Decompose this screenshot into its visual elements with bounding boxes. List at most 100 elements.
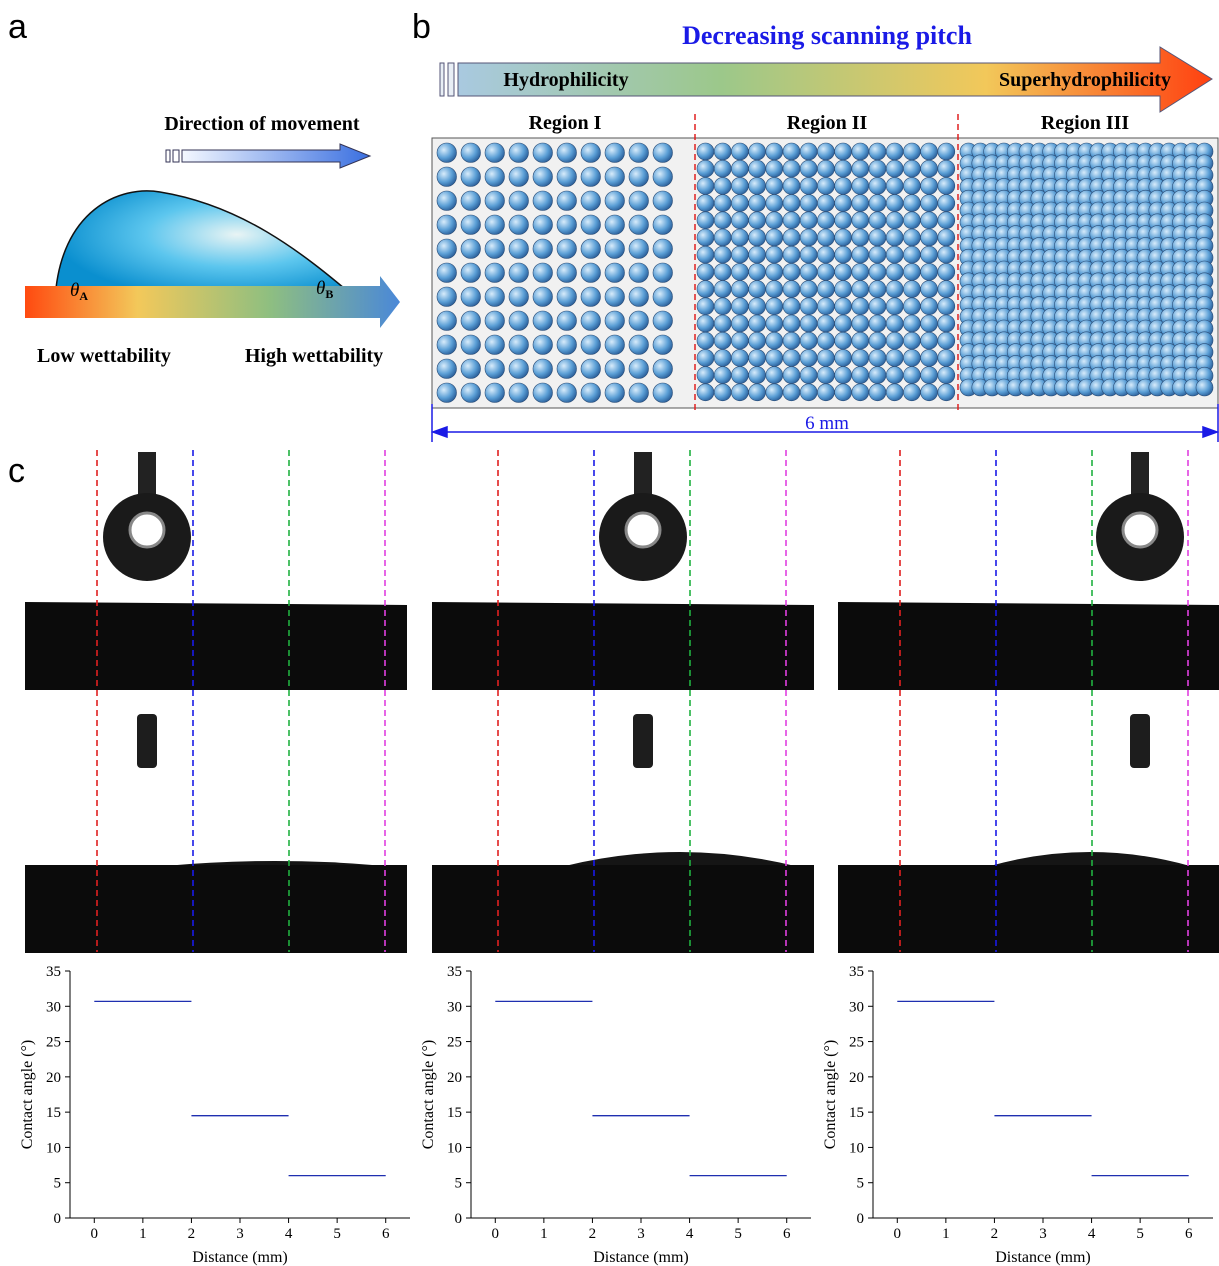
drop-highlight: [130, 513, 164, 547]
sphere: [852, 229, 869, 246]
droplet: [55, 191, 358, 300]
sphere: [800, 384, 817, 401]
sphere: [817, 246, 834, 263]
sphere: [869, 263, 886, 280]
photos: [25, 450, 1219, 953]
sphere: [714, 332, 731, 349]
sphere: [653, 143, 673, 163]
sphere: [437, 359, 457, 379]
substrate-top: [838, 602, 1219, 690]
sphere: [886, 315, 903, 332]
sphere: [783, 212, 800, 229]
sphere: [938, 212, 955, 229]
sphere: [697, 143, 714, 160]
x-tick-label: 6: [1185, 1226, 1193, 1242]
sphere: [783, 367, 800, 384]
sphere: [869, 177, 886, 194]
sphere: [869, 349, 886, 366]
sphere: [629, 287, 649, 307]
sphere: [835, 212, 852, 229]
sphere: [581, 287, 601, 307]
sphere: [509, 239, 529, 259]
sphere: [921, 212, 938, 229]
sphere: [835, 246, 852, 263]
y-tick-label: 25: [447, 1035, 462, 1051]
x-tick-label: 0: [91, 1226, 99, 1242]
sphere: [800, 212, 817, 229]
sphere: [749, 263, 766, 280]
sphere: [697, 281, 714, 298]
y-tick-label: 0: [54, 1211, 62, 1227]
sphere: [886, 298, 903, 315]
sphere: [903, 195, 920, 212]
substrate-top: [432, 602, 814, 690]
sphere: [869, 298, 886, 315]
sphere: [697, 212, 714, 229]
sphere: [605, 239, 625, 259]
sphere: [903, 229, 920, 246]
sphere: [886, 212, 903, 229]
sphere: [817, 315, 834, 332]
y-tick-label: 0: [857, 1211, 865, 1227]
sphere: [800, 281, 817, 298]
sphere: [783, 384, 800, 401]
sphere: [731, 349, 748, 366]
panel-label: c: [8, 452, 25, 490]
sphere: [921, 195, 938, 212]
b-title: Decreasing scanning pitch: [682, 21, 972, 50]
sphere: [749, 349, 766, 366]
sphere: [921, 315, 938, 332]
sphere: [921, 246, 938, 263]
sphere: [697, 229, 714, 246]
sphere: [886, 177, 903, 194]
y-axis-title: Contact angle (°): [822, 1040, 839, 1149]
sphere: [938, 384, 955, 401]
sphere: [903, 332, 920, 349]
x-tick-label: 3: [1039, 1226, 1047, 1242]
sphere: [903, 246, 920, 263]
sphere: [835, 281, 852, 298]
sphere: [485, 239, 505, 259]
sphere: [485, 311, 505, 331]
sphere: [817, 298, 834, 315]
needle: [138, 452, 156, 494]
y-tick-label: 0: [455, 1211, 463, 1227]
sphere: [903, 384, 920, 401]
sphere: [581, 263, 601, 283]
x-tick-label: 5: [333, 1226, 341, 1242]
sphere: [533, 215, 553, 235]
sphere: [817, 332, 834, 349]
sphere: [533, 263, 553, 283]
region-label: Region II: [787, 112, 868, 134]
sphere: [714, 177, 731, 194]
y-tick-label: 10: [447, 1140, 462, 1156]
sphere: [697, 177, 714, 194]
sphere: [557, 311, 577, 331]
x-axis-title: Distance (mm): [192, 1249, 288, 1266]
sphere: [903, 263, 920, 280]
region-label: Region III: [1041, 112, 1130, 134]
sphere: [509, 167, 529, 187]
sphere: [800, 349, 817, 366]
sphere: [800, 246, 817, 263]
sphere: [653, 239, 673, 259]
sphere: [557, 263, 577, 283]
sphere: [766, 367, 783, 384]
y-axis-title: Contact angle (°): [420, 1040, 437, 1149]
sphere: [835, 367, 852, 384]
sphere: [817, 195, 834, 212]
sphere: [766, 177, 783, 194]
sphere: [461, 383, 481, 403]
sphere: [461, 359, 481, 379]
sphere: [714, 384, 731, 401]
sphere: [629, 359, 649, 379]
x-tick-label: 4: [1088, 1226, 1096, 1242]
sphere: [783, 160, 800, 177]
sphere: [749, 143, 766, 160]
sphere: [921, 384, 938, 401]
sphere: [835, 315, 852, 332]
sphere: [581, 143, 601, 163]
drop-highlight: [1123, 513, 1157, 547]
sphere: [485, 359, 505, 379]
y-tick-label: 20: [849, 1070, 864, 1086]
